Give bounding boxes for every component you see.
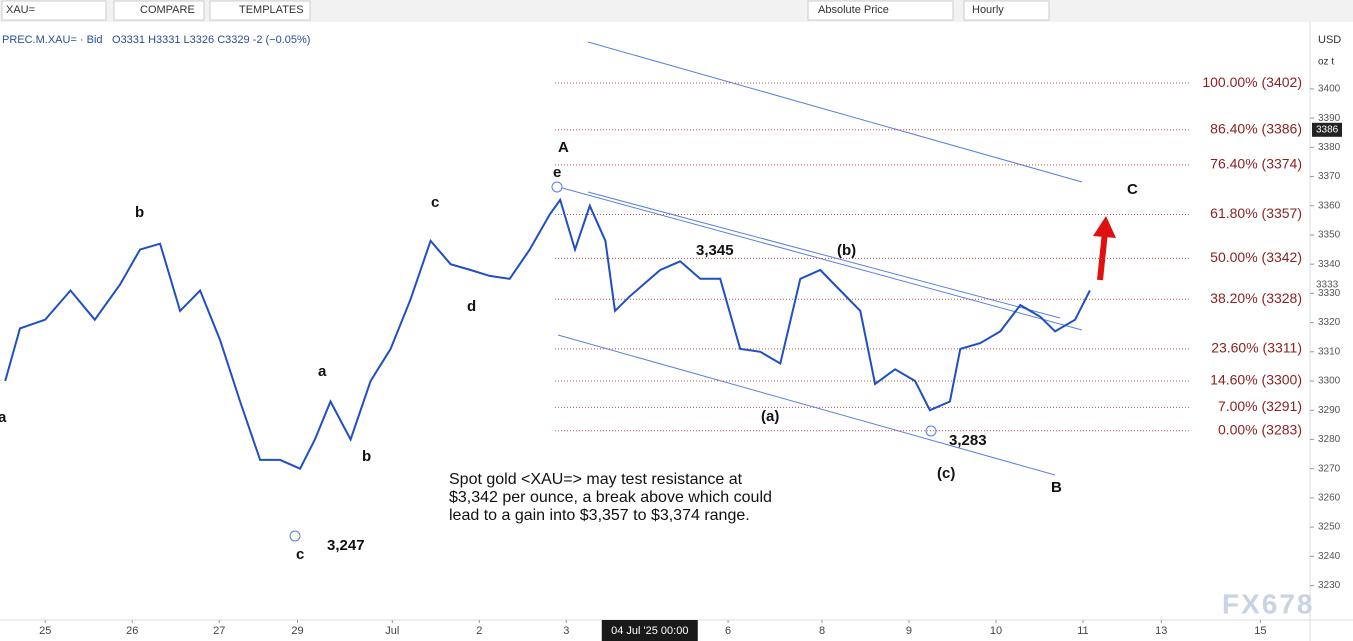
price-mode-select[interactable] (807, 0, 954, 21)
wave-label: B (1051, 479, 1062, 496)
fib-label: 76.40% (3374) (1210, 156, 1302, 172)
fib-label: 100.00% (3402) (1202, 74, 1302, 90)
fib-label: 50.00% (3342) (1210, 249, 1302, 265)
wave-label: C (1127, 181, 1138, 198)
x-tick-label: Jul (385, 625, 399, 637)
x-tick-label: 2 (476, 625, 482, 637)
wave-label: a (318, 363, 327, 380)
templates-button[interactable] (209, 0, 311, 21)
price-line (4, 197, 1091, 470)
y-tick-label: 3330 (1318, 288, 1341, 299)
wave-label: c (296, 546, 304, 563)
wave-label: A (558, 139, 569, 156)
note: Spot gold <XAU=> may test resistance at … (449, 471, 772, 524)
y-tick-label: 3350 (1318, 230, 1341, 241)
interval-select[interactable] (963, 0, 1050, 21)
fib-label: 7.00% (3291) (1218, 398, 1302, 414)
wave-label: (b) (837, 242, 856, 259)
interval: Hourly (972, 4, 1004, 16)
ohlc: O3331 H3331 L3326 C3329 -2 (−0.05%) (112, 34, 310, 46)
y-tick-label: 3400 (1318, 84, 1341, 95)
x-tick-label: 27 (213, 625, 225, 637)
fib-label: 86.40% (3386) (1210, 121, 1302, 137)
y-tick-label: 3260 (1318, 493, 1341, 504)
x-tick-label: 13 (1155, 625, 1167, 637)
x-cursor-box (601, 620, 698, 641)
x-tick-label: 8 (819, 625, 825, 637)
y-tick-label: 3320 (1318, 317, 1341, 328)
x-tick-label: 6 (725, 625, 731, 637)
y-tick-label: 3380 (1318, 142, 1341, 153)
currency[interactable]: USD (1318, 34, 1341, 46)
symbol: XAU= (6, 4, 35, 16)
x-tick-label: 29 (291, 625, 303, 637)
wave-label: (c) (937, 465, 955, 482)
y-tick-label: 3370 (1318, 171, 1341, 182)
fib-label: 0.00% (3283) (1218, 421, 1302, 437)
wave-label: 3,345 (696, 242, 734, 259)
note-line: Spot gold <XAU=> may test resistance at (449, 471, 743, 488)
wave-label: (a) (761, 408, 779, 425)
x-tick-label: 10 (990, 625, 1002, 637)
note-line: $3,342 per ounce, a break above which co… (449, 489, 772, 506)
y-tick-label: 3230 (1318, 580, 1341, 591)
y-tick-label: 3310 (1318, 346, 1341, 357)
x-cursor-label: 04 Jul '25 00:00 (611, 625, 688, 637)
x-tick-label: 11 (1077, 625, 1088, 637)
y-tick-label: 3340 (1318, 259, 1341, 270)
fib-label: 61.80% (3357) (1210, 205, 1302, 221)
wave-label: b (362, 448, 371, 465)
price-mode: Absolute Price (818, 4, 889, 16)
price-marker-box (1312, 122, 1342, 137)
wave-label: c (431, 194, 439, 211)
wave-label: d (467, 298, 476, 315)
templates-label: TEMPLATES (239, 4, 304, 16)
y-tick-label: 3360 (1318, 200, 1341, 211)
note-line: lead to a gain into $3,357 to $3,374 ran… (449, 507, 750, 524)
wave-label: a (0, 409, 7, 426)
y-tick-label: 3290 (1318, 405, 1341, 416)
watermark: FX678 (1222, 588, 1315, 619)
y-tick-label: 3300 (1318, 376, 1341, 387)
arrow-head (1093, 216, 1116, 238)
instrument: PREC.M.XAU= · Bid (2, 34, 103, 46)
x-tick-label: 3 (563, 625, 569, 637)
wave-label: 3,283 (949, 432, 987, 449)
x-tick-label: 25 (39, 625, 51, 637)
compare-button[interactable] (113, 0, 205, 21)
price-marker-label: 3333 (1316, 279, 1339, 290)
symbol-box[interactable] (1, 0, 107, 21)
wave-label: b (135, 204, 144, 221)
y-tick-label: 3280 (1318, 434, 1341, 445)
price-marker-label: 3386 (1316, 124, 1339, 135)
arrow (1097, 231, 1108, 281)
y-tick-label: 3240 (1318, 551, 1341, 562)
y-tick-label: 3270 (1318, 463, 1341, 474)
y-tick-label: 3250 (1318, 522, 1341, 533)
fib-label: 14.60% (3300) (1210, 372, 1302, 388)
wave-label: 3,247 (327, 537, 365, 554)
unit[interactable]: oz t (1318, 57, 1334, 68)
wave-label: e (553, 164, 561, 181)
x-tick-label: 9 (906, 625, 912, 637)
x-tick-label: 15 (1254, 625, 1266, 637)
fib-label: 23.60% (3311) (1211, 340, 1302, 356)
wave-labels: a b c d e A a b c 3,247 3,345 (b) (a) 3,… (0, 139, 1138, 563)
channel-lines (289, 41, 1083, 542)
compare-label: COMPARE (140, 4, 195, 16)
x-tick-label: 26 (126, 625, 138, 637)
y-tick-label: 3390 (1318, 113, 1341, 124)
fib-label: 38.20% (3328) (1210, 290, 1302, 306)
